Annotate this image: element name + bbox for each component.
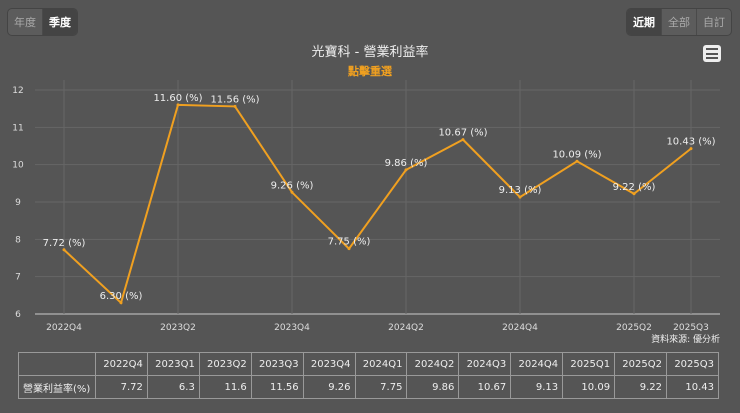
column-header: 2024Q3 [458,352,512,376]
data-point [461,138,465,142]
data-label: 9.22 (%) [613,182,656,193]
data-point [404,168,408,172]
reselect-link[interactable]: 點擊重選 [348,65,392,78]
hamburger-menu-icon[interactable] [703,45,721,62]
data-label: 9.26 (%) [271,180,314,191]
data-table: 2022Q4 2023Q1 2023Q2 2023Q3 2023Q4 2024Q1 2024… [18,352,720,399]
recent-button[interactable]: 近期 [627,9,662,35]
column-header: 2022Q4 [95,352,148,376]
table-cell: 11.56 [250,375,304,399]
column-header: 2025Q2 [614,352,667,376]
data-label: 6.30 (%) [100,291,143,302]
data-point [689,147,693,151]
x-tick-label: 2025Q2 [616,323,652,333]
data-point [575,159,579,163]
all-button[interactable]: 全部 [662,9,697,35]
data-source: 資料來源: 優分析 [651,335,720,345]
column-header: 2023Q3 [250,352,304,376]
data-label: 9.13 (%) [499,185,542,196]
y-tick-label: 8 [15,235,21,245]
data-point [233,104,237,108]
column-header: 2025Q3 [665,352,720,376]
column-header: 2024Q4 [510,352,564,376]
table-cell: 10.67 [458,375,512,399]
y-tick-label: 6 [15,310,21,320]
x-tick-label: 2024Q4 [502,323,538,333]
data-label: 10.09 (%) [552,149,601,160]
data-point [62,248,66,252]
y-tick-label: 7 [15,273,21,283]
column-header: 2023Q1 [146,352,200,376]
data-point [290,190,294,194]
table-cell: 7.75 [354,375,408,399]
x-tick-label: 2024Q2 [388,323,424,333]
row-label: 營業利益率(%) [18,375,96,399]
y-tick-label: 12 [12,86,23,96]
column-header: 2023Q4 [302,352,356,376]
table-cell: 9.26 [302,375,356,399]
data-point [176,103,180,107]
x-tick-label: 2023Q4 [274,323,310,333]
annual-button[interactable]: 年度 [8,9,43,35]
series-line [63,103,692,305]
period-type-toggle: 年度 季度 [7,8,78,36]
y-tick-label: 11 [12,123,23,133]
table-cell: 11.6 [198,375,252,399]
table-cell: 10.43 [665,375,720,399]
x-tick-label: 2023Q2 [160,323,196,333]
table-cell: 9.13 [510,375,564,399]
quarterly-button[interactable]: 季度 [43,9,77,35]
table-cell: 9.22 [614,375,667,399]
table-header-row: 2022Q4 2023Q1 2023Q2 2023Q3 2023Q4 2024Q1 2024… [18,352,720,376]
column-header: 2024Q2 [406,352,460,376]
table-cell: 7.72 [95,375,148,399]
column-header: 2023Q2 [198,352,252,376]
data-label: 9.86 (%) [385,158,428,169]
column-header: 2024Q1 [354,352,408,376]
data-point [632,192,636,196]
y-tick-label: 9 [15,198,21,208]
data-label: 7.75 (%) [328,237,371,248]
table-corner [18,352,96,376]
column-header: 2025Q1 [562,352,616,376]
custom-button[interactable]: 自訂 [703,16,725,29]
line-chart: 6 7 8 9 10 11 12 2022Q4 2023Q2 2023Q4 2024Q2 2024Q4… [12,80,720,333]
data-label: 11.60 (%) [153,93,202,104]
x-tick-label: 2022Q4 [46,323,82,333]
data-point [347,247,351,251]
data-point [518,195,522,199]
table-row: 營業利益率(%) 7.72 6.3 11.6 11.56 9.26 7.75 9.86 10.6… [18,375,720,399]
x-tick-label: 2025Q3 [673,323,709,333]
data-label: 10.67 (%) [438,128,487,139]
table-cell: 10.09 [562,375,616,399]
data-label: 11.56 (%) [210,94,259,105]
range-toggle: 近期 全部 自訂 [626,8,732,36]
data-point [119,301,123,305]
y-tick-label: 10 [12,161,24,171]
table-cell: 9.86 [406,375,460,399]
data-label: 10.43 (%) [666,137,715,148]
table-cell: 6.3 [146,375,200,399]
data-label: 7.72 (%) [43,238,86,249]
chart-title: 光寶科 - 營業利益率 [311,45,429,60]
